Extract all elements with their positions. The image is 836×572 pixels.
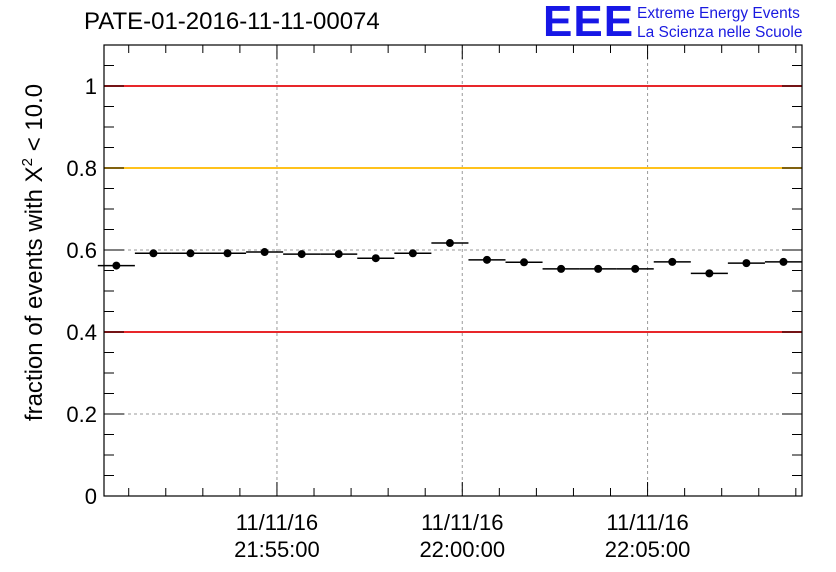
axis-labels-layer: 00.20.40.60.8111/11/1621:55:0011/11/1622… <box>19 74 690 562</box>
y-tick-label: 1 <box>85 74 97 99</box>
plot-border <box>103 44 803 497</box>
x-tick-label-time: 22:00:00 <box>419 537 505 562</box>
data-point <box>520 258 529 267</box>
y-tick-label: 0.6 <box>66 238 97 263</box>
x-tick-label-date: 11/11/16 <box>421 510 503 535</box>
data-point <box>742 259 751 268</box>
x-tick-label-time: 22:05:00 <box>605 537 691 562</box>
x-tick-label-date: 11/11/16 <box>606 510 688 535</box>
x-tick-label-time: 21:55:00 <box>234 537 320 562</box>
data-point <box>631 264 640 273</box>
plot-frame <box>103 44 803 497</box>
data-point <box>557 264 566 273</box>
y-tick-label: 0.2 <box>66 402 97 427</box>
y-tick-label: 0.8 <box>66 156 97 181</box>
data-point <box>482 255 491 264</box>
y-axis-label: fraction of events with X2 < 10.0 <box>19 84 48 421</box>
chart-title: PATE-01-2016-11-11-00074 <box>84 8 380 35</box>
data-point <box>705 269 714 278</box>
y-tick-label: 0.4 <box>66 320 97 345</box>
grid-layer <box>104 45 802 496</box>
data-point <box>445 239 454 248</box>
x-tick-label-date: 11/11/16 <box>236 510 318 535</box>
data-point <box>260 248 269 257</box>
data-point <box>594 264 603 273</box>
data-point <box>223 249 232 258</box>
data-point <box>371 254 380 263</box>
data-point <box>112 261 121 270</box>
reference-lines-layer <box>104 85 802 333</box>
y-axis-label-superscript: 2 <box>19 158 36 166</box>
axis-ticks-layer <box>104 44 802 497</box>
data-points-layer <box>97 239 802 278</box>
y-axis-label-prefix: fraction of events with X <box>21 166 48 421</box>
logo-mark: EEE <box>543 0 635 46</box>
logo-line-1: Extreme Energy Events <box>637 5 800 22</box>
data-point <box>408 249 417 258</box>
data-point <box>186 249 195 258</box>
data-point <box>668 257 677 266</box>
y-tick-label: 0 <box>85 484 97 509</box>
data-point <box>779 257 788 266</box>
data-point <box>334 250 343 259</box>
eee-logo: EEE Extreme Energy Events La Scienza nel… <box>543 0 828 46</box>
data-point <box>149 249 158 258</box>
logo-line-2: La Scienza nelle Scuole <box>637 24 803 41</box>
data-point <box>297 250 306 259</box>
y-axis-label-suffix: < 10.0 <box>21 84 48 158</box>
